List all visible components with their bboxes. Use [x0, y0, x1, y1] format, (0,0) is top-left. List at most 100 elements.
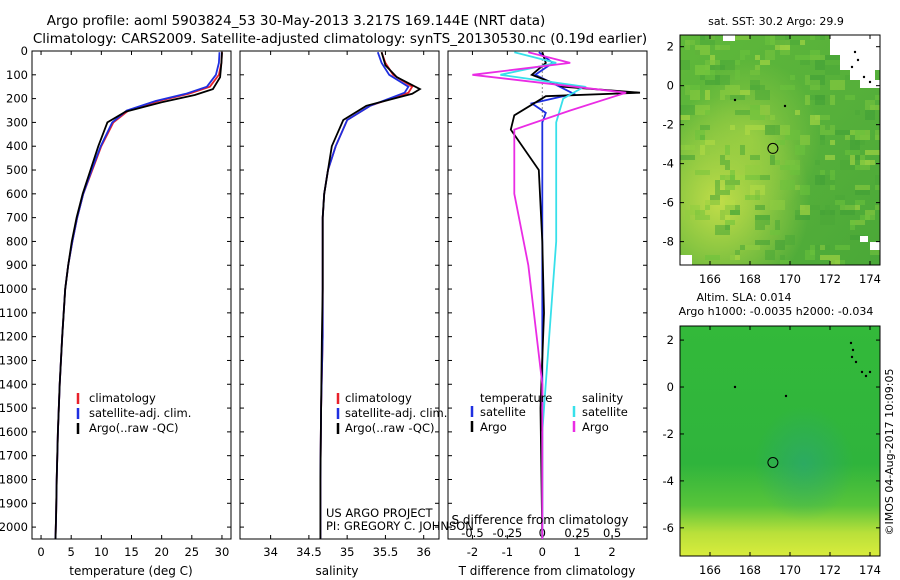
map-x-tick-label: 170 — [779, 563, 801, 577]
sst-cell — [685, 85, 690, 95]
sst-cell — [775, 35, 790, 45]
sst-cell — [755, 55, 760, 60]
sst-cell — [760, 175, 770, 180]
sst-cell — [810, 35, 815, 40]
sst-cell — [835, 245, 850, 250]
sst-cell — [725, 180, 740, 185]
depth-tick-label: 1200 — [0, 330, 28, 344]
sst-cell — [735, 175, 745, 180]
land-patch — [860, 236, 868, 242]
temperature-lines — [54, 52, 223, 540]
sst-cell — [795, 110, 800, 115]
salinity-legend: climatology satellite-adj. clim. Argo(..… — [336, 391, 447, 435]
s-difference-axis-label: S difference from climatology — [452, 513, 629, 527]
temperature-legend: climatology satellite-adj. clim. Argo(..… — [76, 391, 191, 435]
land-patch — [723, 35, 735, 41]
x-tick-label: 20 — [154, 545, 169, 559]
sst-cell — [740, 245, 745, 250]
sst-cell — [765, 250, 775, 260]
sst-cell — [870, 215, 875, 220]
map-y-tick-label: 2 — [667, 333, 674, 347]
sst-cell — [850, 235, 865, 240]
map-x-tick-label: 170 — [779, 272, 801, 286]
header-line-1: Argo profile: aoml 5903824_53 30-May-201… — [47, 13, 546, 29]
sst-cell — [690, 90, 700, 100]
island-dot — [733, 385, 737, 389]
sst-cell — [845, 135, 850, 140]
sst-cell — [755, 205, 765, 210]
sst-cell — [785, 235, 795, 245]
x-tick-label: 30 — [215, 545, 230, 559]
series-argo-raw-qc- — [319, 51, 422, 539]
sst-cell — [855, 165, 860, 170]
sst-cell — [680, 115, 690, 120]
sla-map-frame — [679, 325, 881, 557]
sst-cell — [695, 65, 710, 75]
x-tick-label: 5 — [68, 545, 75, 559]
sst-cell — [825, 205, 830, 215]
sst-cell — [855, 200, 865, 205]
sst-cell — [700, 125, 710, 130]
sst-cell — [725, 185, 735, 190]
sst-cell — [700, 75, 705, 80]
sst-cell — [755, 225, 765, 230]
sst-cell — [770, 230, 780, 235]
x-tick-label: 25 — [184, 545, 199, 559]
depth-tick-label: 0 — [21, 44, 28, 58]
x-tick-label: 35 — [340, 545, 355, 559]
sst-cell — [805, 250, 815, 260]
sst-cell — [765, 125, 780, 135]
sst-cell — [865, 210, 875, 215]
sst-cell — [720, 210, 730, 220]
island-dot — [850, 355, 854, 359]
depth-tick-label: 600 — [6, 187, 28, 201]
map-y-tick-label: -6 — [663, 521, 674, 535]
s-diff-tick-label: -0.5 — [461, 526, 483, 540]
sst-cell — [830, 80, 845, 90]
sst-cell — [695, 105, 710, 115]
legend-label-t-satellite: satellite — [480, 405, 526, 419]
map-x-tick-label: 172 — [819, 563, 841, 577]
map-y-tick-label: 0 — [667, 79, 674, 93]
sst-cell — [705, 205, 710, 210]
sst-cell — [680, 155, 695, 160]
sst-cell — [705, 215, 710, 220]
sla-map-title-2: Argo h1000: -0.0035 h2000: -0.034 — [679, 305, 874, 318]
sst-map-axes: 166 168 170 172 174 2 0 -2 -4 -6 -8 — [663, 35, 881, 286]
sst-cell — [695, 50, 700, 55]
sst-cell — [850, 220, 865, 225]
sst-cell — [775, 160, 780, 165]
sst-cell — [695, 210, 705, 220]
land-patch — [870, 242, 880, 250]
sst-cell — [865, 150, 880, 155]
salinity-axis-label: salinity — [315, 564, 358, 578]
salinity-lines — [319, 51, 422, 539]
sst-cell — [740, 145, 745, 155]
legend-label-argo: Argo(..raw -QC) — [345, 421, 435, 435]
sst-cell — [825, 125, 830, 130]
depth-tick-label: 900 — [6, 258, 28, 272]
sst-cell — [730, 95, 745, 100]
sst-cell — [725, 200, 735, 210]
s-diff-tick-label: 0.25 — [564, 526, 590, 540]
sst-cell — [705, 140, 715, 145]
imos-timestamp: ©IMOS 04-Aug-2017 10:09:05 — [883, 369, 896, 536]
map-y-tick-label: -6 — [663, 196, 674, 210]
sst-cell — [690, 85, 700, 90]
sla-map-title-1: Altim. SLA: 0.014 — [696, 291, 791, 304]
sst-cell — [850, 220, 855, 230]
sst-cell — [775, 220, 780, 230]
sst-cell — [800, 135, 810, 145]
series-argo-raw-qc- — [54, 52, 223, 540]
x-tick-label: 35.5 — [373, 545, 399, 559]
sst-cell — [770, 200, 785, 210]
sst-cell — [720, 155, 725, 165]
sst-cell — [785, 160, 800, 170]
sst-cell — [705, 255, 720, 260]
depth-tick-label: 1700 — [0, 449, 28, 463]
sst-cell — [750, 175, 760, 180]
sst-cell — [820, 170, 825, 175]
legend-label-argo: Argo(..raw -QC) — [89, 421, 179, 435]
sst-cell — [820, 255, 830, 260]
